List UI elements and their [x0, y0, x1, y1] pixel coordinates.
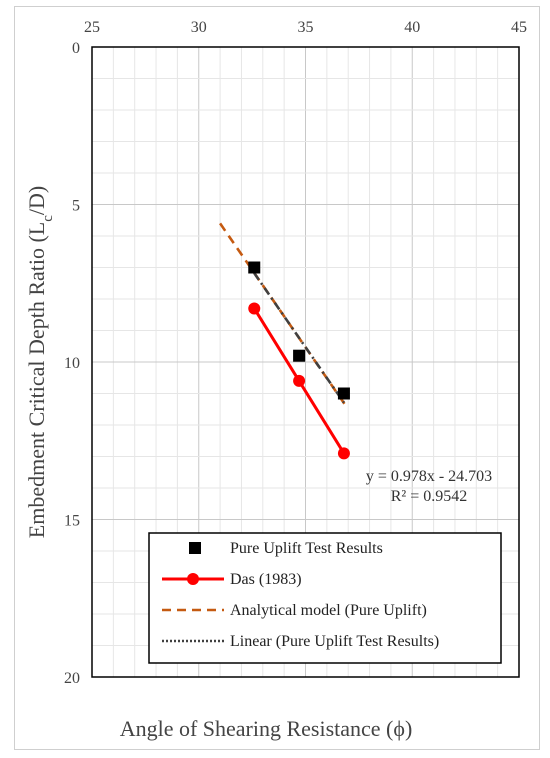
y-tick-label: 15	[64, 513, 80, 530]
linear-trendline	[253, 272, 345, 404]
legend-item: Das (1983)	[162, 571, 302, 588]
y-axis-title-end: /D)	[24, 186, 49, 215]
legend-label: Das (1983)	[230, 571, 302, 588]
legend-item: Analytical model (Pure Uplift)	[162, 602, 427, 619]
y-axis-title: Embedment Critical Depth Ratio (Lc/D)	[24, 186, 56, 538]
analytical-model-line	[219, 222, 348, 407]
legend-label: Linear (Pure Uplift Test Results)	[230, 633, 439, 650]
legend-label: Analytical model (Pure Uplift)	[230, 602, 427, 619]
x-axis-title: Angle of Shearing Resistance (ϕ)	[120, 716, 413, 741]
legend-label: Pure Uplift Test Results	[230, 540, 383, 557]
test-result-point	[293, 349, 306, 362]
chart-frame	[14, 6, 540, 750]
x-tick-label: 30	[191, 19, 207, 36]
y-tick-label: 10	[64, 355, 80, 372]
y-tick-label: 20	[64, 670, 80, 687]
test-result-point	[248, 261, 261, 274]
y-axis-title-main: Embedment Critical Depth Ratio (L	[24, 222, 49, 538]
plot-area-border	[91, 46, 520, 678]
x-tick-labels: 25 30 35 40 45	[84, 19, 527, 36]
das-1983-point	[293, 374, 306, 387]
x-tick-label: 35	[298, 19, 314, 36]
x-tick-label: 25	[84, 19, 100, 36]
legend-square-marker	[189, 542, 201, 554]
das-1983-point	[248, 302, 261, 315]
legend-item: Linear (Pure Uplift Test Results)	[162, 633, 439, 650]
x-tick-label: 45	[511, 19, 527, 36]
y-tick-label: 0	[72, 40, 80, 57]
trendline-equation: y = 0.978x - 24.703	[366, 468, 492, 485]
x-tick-label: 40	[404, 19, 420, 36]
das-1983-point	[337, 447, 350, 460]
y-tick-label: 5	[72, 198, 80, 215]
legend-circle-marker	[187, 573, 199, 585]
legend: Pure Uplift Test Results Das (1983) Analyt…	[148, 532, 502, 664]
y-axis-title-subscript: c	[40, 215, 56, 222]
trendline-r-squared: R² = 0.9542	[391, 488, 468, 505]
series-group	[219, 222, 350, 460]
legend-item: Pure Uplift Test Results	[189, 540, 383, 557]
y-tick-labels: 0 5 10 15 20	[64, 40, 80, 687]
test-result-point	[337, 387, 350, 400]
